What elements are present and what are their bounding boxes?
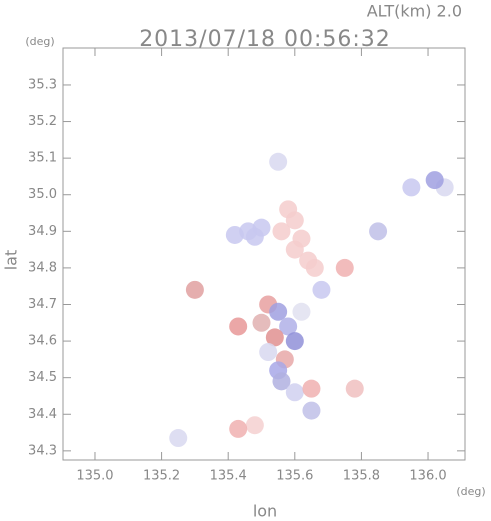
echo-patch (279, 317, 298, 336)
echo-patch (302, 401, 321, 420)
echo-patch (302, 379, 321, 398)
echo-patch (285, 332, 304, 351)
echo-patch (312, 280, 331, 299)
echo-patch (245, 227, 264, 246)
echo-patch (185, 280, 204, 299)
echo-patch (269, 152, 288, 171)
altitude-label: ALT(km) 2.0 (367, 2, 462, 21)
echo-patch (285, 383, 304, 402)
x-axis-label: lon (253, 502, 277, 521)
echo-patch (265, 328, 284, 347)
echo-patch (345, 379, 364, 398)
echo-patch (292, 302, 311, 321)
y-tick-label: 34.7 (28, 297, 57, 312)
echo-patch (229, 419, 248, 438)
y-tick-label: 35.2 (28, 114, 57, 129)
echo-patch (272, 372, 291, 391)
y-unit: (deg) (25, 35, 54, 48)
y-tick-label: 34.8 (28, 260, 57, 275)
echo-patch (252, 313, 271, 332)
y-tick-label: 34.9 (28, 224, 57, 239)
x-tick-label: 136.0 (409, 469, 446, 484)
x-tick-label: 135.0 (76, 469, 113, 484)
echo-patch (269, 302, 288, 321)
y-tick-label: 34.3 (28, 443, 57, 458)
echo-patch (169, 429, 188, 448)
x-tick-label: 135.8 (343, 469, 380, 484)
echo-patch (245, 416, 264, 435)
echo-patch (285, 211, 304, 230)
echo-patch (272, 222, 291, 241)
y-tick-label: 34.5 (28, 370, 57, 385)
echo-patch (425, 171, 444, 190)
echo-patch (229, 317, 248, 336)
echo-patch (285, 240, 304, 259)
y-tick-label: 35.1 (28, 151, 57, 166)
echo-patch (369, 222, 388, 241)
echo-patch (335, 258, 354, 277)
x-unit: (deg) (456, 485, 485, 498)
y-tick-label: 35.0 (28, 187, 57, 202)
plot-frame (62, 47, 466, 461)
echo-patch (402, 178, 421, 197)
y-axis-label: lat (2, 250, 21, 271)
y-tick-label: 34.6 (28, 334, 57, 349)
echo-patch (305, 258, 324, 277)
y-tick-label: 34.4 (28, 407, 57, 422)
y-tick-label: 35.3 (28, 77, 57, 92)
x-tick-label: 135.6 (276, 469, 313, 484)
echo-patch (259, 343, 278, 362)
x-tick-label: 135.2 (143, 469, 180, 484)
x-tick-label: 135.4 (210, 469, 247, 484)
